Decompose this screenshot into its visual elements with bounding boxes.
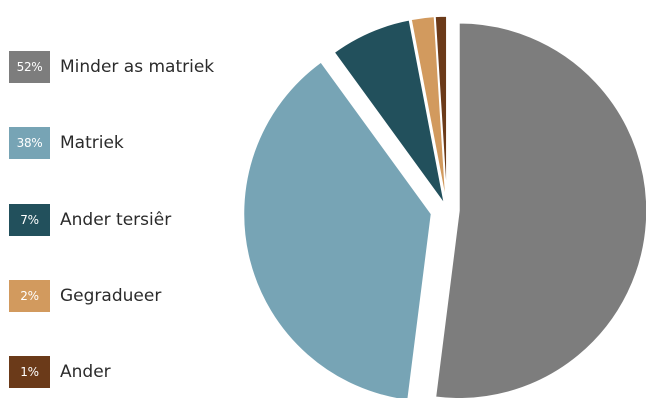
chart-legend: 52% Minder as matriek 38% Matriek 7% And… — [9, 50, 249, 390]
legend-swatch: 1% — [9, 356, 50, 388]
pie-slice-ander-tersier — [333, 18, 446, 205]
pie-slice-minder-as-matriek — [434, 21, 646, 398]
legend-label: Ander — [60, 362, 111, 382]
legend-item-gegradueer: 2% Gegradueer — [9, 279, 161, 313]
legend-item-matriek: 38% Matriek — [9, 126, 124, 160]
legend-swatch: 7% — [9, 204, 50, 236]
pie-slice-matriek — [242, 60, 433, 398]
pie-slice-ander — [434, 15, 448, 205]
legend-swatch: 38% — [9, 127, 50, 159]
legend-label: Gegradueer — [60, 286, 162, 306]
legend-item-ander: 1% Ander — [9, 355, 111, 389]
legend-item-minder-as-matriek: 52% Minder as matriek — [9, 50, 214, 84]
legend-label: Matriek — [60, 133, 124, 153]
legend-swatch: 52% — [9, 51, 50, 83]
legend-item-ander-tersier: 7% Ander tersiêr — [9, 203, 171, 237]
legend-label: Ander tersiêr — [60, 210, 172, 230]
legend-swatch: 2% — [9, 280, 50, 312]
legend-label: Minder as matriek — [60, 57, 215, 77]
